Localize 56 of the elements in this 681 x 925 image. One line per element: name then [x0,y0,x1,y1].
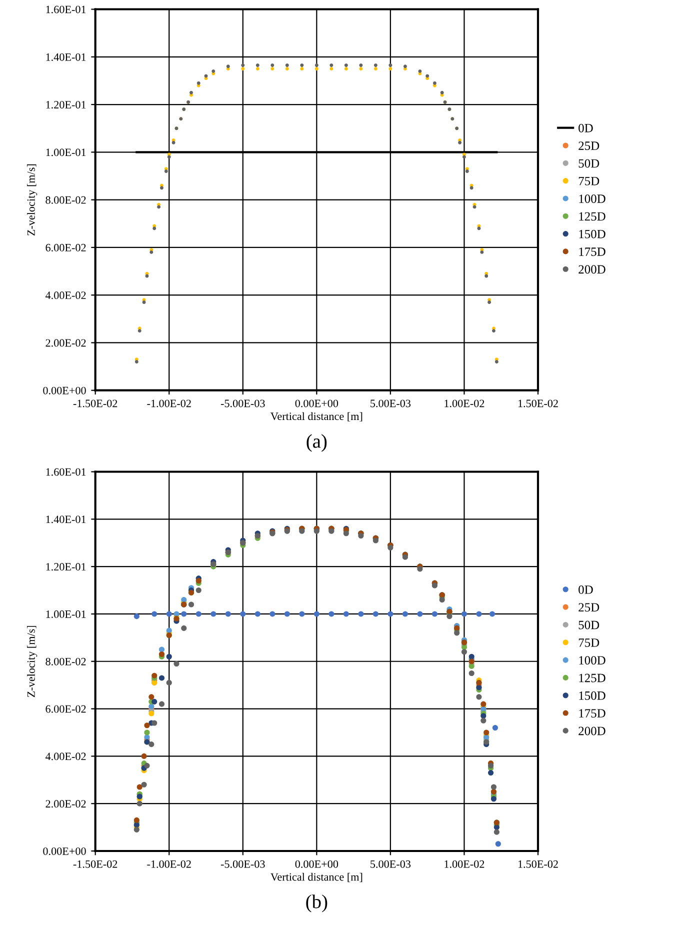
y-tick-label: 6.00E-02 [46,705,86,713]
x-tick-label: 1.50E-02 [518,400,558,408]
legend-label: 100D [579,194,606,203]
x-tick-label: -1.50E-02 [73,400,118,408]
y-tick-label: 1.40E-01 [46,516,86,524]
legend-label: 175D [579,709,606,718]
x-tick-label: 5.00E-03 [370,860,411,868]
x-tick-label: 0.00E+00 [295,400,338,408]
y-tick-label: 0.00E+00 [43,386,86,394]
legend-label: 25D [578,142,600,150]
y-axis-title: Z-velocity [m/s] [27,626,38,698]
x-axis-title: Vertical distance [m] [270,872,362,882]
legend-label: 175D [579,248,606,256]
x-tick-label: -1.50E-02 [73,860,118,868]
text: (a) [306,434,327,452]
x-tick-label: -1.00E-02 [147,860,191,868]
legend-label: 150D [579,230,606,238]
legend-label: 125D [579,212,606,221]
legend-label: 75D [578,638,600,647]
legend-label: 75D [578,176,600,186]
y-tick-label: 1.00E-01 [46,148,86,156]
y-tick-label: 6.00E-02 [46,244,86,252]
legend-label: 0D [578,124,593,132]
y-tick-label: 2.00E-02 [46,339,86,347]
x-tick-label: -5.00E-03 [220,860,265,868]
x-tick-label: -5.00E-03 [220,400,265,408]
legend-label: 50D [578,620,600,630]
y-tick-label: 4.00E-02 [45,292,86,300]
legend-label: 0D [578,585,593,594]
y-axis-title: Z-velocity [m/s] [27,164,38,236]
legend-label: 200D [578,726,606,736]
y-tick-label: 8.00E-02 [46,196,86,204]
y-tick-label: 1.20E-01 [46,563,86,571]
y-tick-label: 1.00E-01 [46,610,86,618]
y-tick-label: 1.60E-01 [46,6,86,14]
legend-label: 200D [578,265,606,274]
x-tick-label: -1.00E-02 [147,400,191,408]
x-tick-label: 1.00E-02 [444,860,484,868]
x-tick-label: 1.50E-02 [518,860,558,868]
x-tick-label: 5.00E-03 [370,400,411,408]
x-tick-label: 0.00E+00 [295,860,338,868]
y-tick-label: 1.40E-01 [46,53,86,61]
y-tick-label: 2.00E-02 [46,800,86,808]
x-axis-title: Vertical distance [m] [270,412,362,422]
legend-label: 25D [578,603,600,612]
y-tick-label: 0.00E+00 [43,847,86,856]
legend-label: 100D [579,656,606,665]
legend-label: 150D [579,691,606,700]
y-tick-label: 4.00E-02 [45,752,86,760]
x-tick-label: 1.00E-02 [444,400,484,408]
y-tick-label: 1.60E-01 [46,468,86,476]
y-tick-label: 8.00E-02 [46,658,86,666]
legend-label: 125D [579,674,606,682]
legend-label: 50D [578,159,600,168]
text: (b) [306,894,328,912]
y-tick-label: 1.20E-01 [46,100,86,109]
